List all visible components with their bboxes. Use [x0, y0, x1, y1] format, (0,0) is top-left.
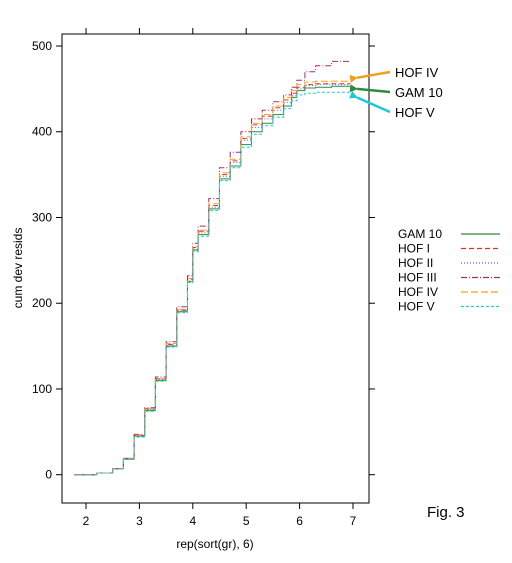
y-axis-label: cum dev resids	[11, 228, 25, 309]
legend-label: HOF V	[398, 300, 435, 314]
y-tick-label: 300	[32, 210, 52, 224]
series-line-hof-i	[74, 83, 351, 476]
annotation-arrow	[349, 70, 391, 83]
x-tick-label: 4	[189, 514, 196, 528]
x-tick-label: 2	[83, 514, 90, 528]
plot-frame	[61, 33, 370, 504]
x-axis-label: rep(sort(gr), 6)	[176, 537, 253, 551]
annotation-label: HOF IV	[395, 65, 439, 80]
y-tick-label: 500	[32, 39, 52, 53]
annotation-label: GAM 10	[395, 85, 443, 100]
series-line-gam-10	[74, 85, 351, 476]
x-tick-label: 3	[136, 514, 143, 528]
series-line-hof-iv	[74, 80, 351, 476]
y-tick-label: 0	[45, 468, 52, 482]
series-layer	[74, 60, 351, 476]
legend-label: HOF I	[398, 242, 430, 256]
annotation-arrow	[349, 84, 391, 94]
series-line-hof-iii	[74, 60, 351, 476]
annotations: HOF IV GAM 10 HOF V	[348, 65, 443, 120]
y-tick-label: 400	[32, 125, 52, 139]
annotation-arrow	[348, 90, 391, 114]
series-line-hof-v	[74, 91, 351, 476]
legend-label: GAM 10	[398, 227, 442, 241]
figure-label: Fig. 3	[427, 504, 465, 521]
x-tick-label: 6	[296, 514, 303, 528]
x-tick-label: 5	[243, 514, 250, 528]
y-tick-label: 200	[32, 296, 52, 310]
legend-label: HOF II	[398, 256, 433, 270]
ticks-layer: 2 3 4 5 6 7 0 100 200 300 400 500	[32, 28, 375, 528]
legend-label: HOF IV	[398, 285, 438, 299]
legend-label: HOF III	[398, 271, 437, 285]
y-tick-label: 100	[32, 382, 52, 396]
series-line-hof-ii	[74, 84, 351, 476]
annotation-label: HOF V	[395, 105, 435, 120]
x-tick-label: 7	[350, 514, 357, 528]
